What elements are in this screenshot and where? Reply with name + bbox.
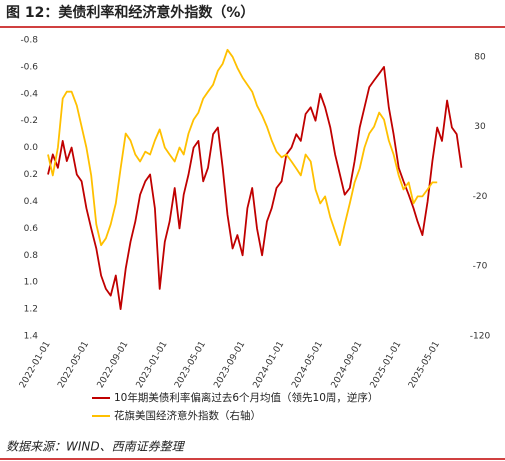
y-tick-label: 1.4 [24, 332, 39, 342]
y-tick-label: -0.2 [20, 116, 38, 126]
y-tick-label: 0.8 [24, 251, 39, 261]
x-tick-label: 2025-01-01 [369, 340, 404, 390]
x-tick-label: 2023-05-01 [173, 340, 208, 390]
y-tick-label: 0.2 [24, 170, 38, 180]
source: 数据来源：WIND、西南证券整理 [6, 440, 186, 454]
x-tick-label: 2025-05-01 [407, 340, 442, 390]
x-tick-label: 2023-09-01 [213, 340, 248, 390]
legend-label: 10年期美债利率偏离过去6个月均值（领先10周，逆序） [114, 391, 378, 404]
x-tick-label: 2022-05-01 [56, 340, 91, 390]
x-tick-label: 2023-01-01 [135, 340, 170, 390]
legend-label: 花旗美国经济意外指数（右轴） [114, 409, 261, 422]
x-tick-label: 2022-01-01 [18, 340, 53, 390]
y-tick-label: -0.6 [20, 62, 38, 72]
y2-tick-label: -70 [473, 262, 488, 272]
y-tick-label: 1.0 [24, 278, 39, 288]
y-tick-label: 0.0 [24, 143, 39, 153]
y-tick-label: 0.6 [24, 224, 39, 234]
series-line [47, 66, 463, 310]
y-tick-label: 0.4 [24, 197, 39, 207]
y2-tick-label: -120 [470, 332, 491, 342]
y-tick-label: -0.8 [20, 36, 38, 46]
y-tick-label: -0.4 [20, 89, 38, 99]
x-tick-label: 2024-09-01 [330, 340, 365, 390]
y2-tick-label: 80 [474, 52, 486, 62]
y2-tick-label: -20 [473, 192, 488, 202]
y-tick-label: 1.2 [24, 305, 38, 315]
chart-title: 图 12：美债利率和经济意外指数（%） [6, 4, 254, 21]
x-tick-label: 2022-09-01 [96, 340, 131, 390]
x-tick-label: 2024-05-01 [290, 340, 325, 390]
x-tick-label: 2024-01-01 [252, 340, 287, 390]
series-line [47, 48, 438, 247]
y2-tick-label: 30 [474, 122, 486, 132]
